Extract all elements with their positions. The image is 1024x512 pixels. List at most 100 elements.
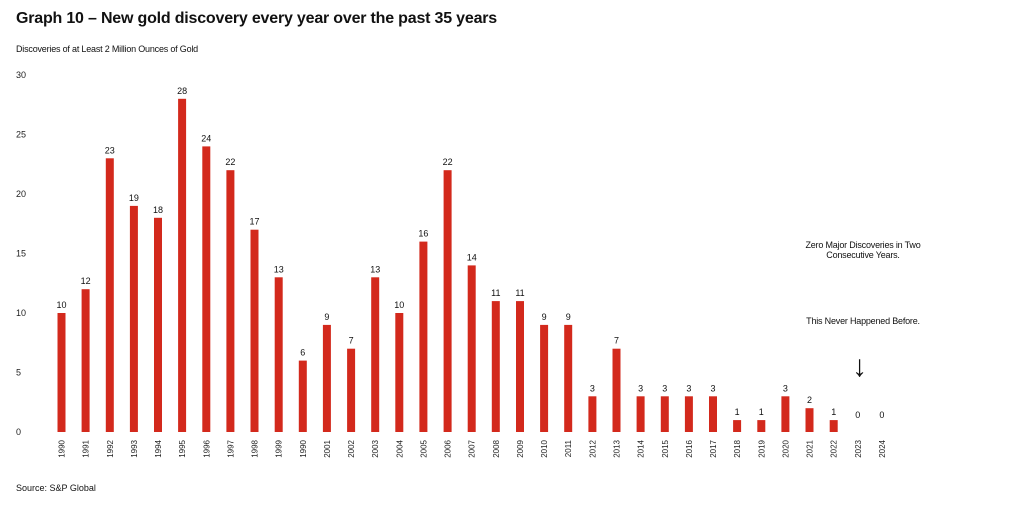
data-label: 10 [56, 300, 66, 310]
y-tick-label: 10 [16, 308, 26, 318]
y-tick-label: 5 [16, 368, 21, 378]
chart-title: Graph 10 – New gold discovery every year… [16, 10, 497, 27]
data-label: 13 [370, 264, 380, 274]
data-label: 24 [201, 133, 211, 143]
x-tick-label: 1992 [106, 439, 115, 457]
x-tick-label: 1994 [154, 439, 163, 457]
data-label: 12 [81, 276, 91, 286]
bar [757, 420, 766, 432]
x-tick-label: 2008 [492, 439, 501, 457]
data-label: 11 [515, 288, 524, 298]
source-note: Source: S&P Global [16, 483, 96, 493]
bar [516, 301, 524, 432]
bar [202, 146, 211, 432]
x-tick-label: 1991 [82, 439, 91, 457]
x-tick-label: 2022 [830, 439, 839, 457]
bar [684, 396, 693, 432]
bar [419, 241, 428, 432]
bar [298, 360, 307, 432]
y-tick-label: 0 [16, 427, 21, 437]
bar [395, 313, 404, 432]
data-label: 3 [686, 383, 691, 393]
x-tick-label: 2010 [540, 439, 549, 457]
x-tick-label: 1998 [251, 439, 260, 457]
bar [250, 229, 259, 432]
x-tick-label: 2015 [661, 439, 670, 457]
x-tick-label: 2002 [347, 439, 356, 457]
bar [829, 420, 838, 432]
x-tick-label: 1995 [178, 439, 187, 457]
bar [347, 348, 356, 432]
data-label: 1 [759, 407, 764, 417]
data-label: 3 [662, 383, 667, 393]
x-tick-label: 2006 [444, 439, 453, 457]
chart-subtitle: Discoveries of at Least 2 Million Ounces… [16, 44, 198, 54]
data-label: 9 [324, 312, 329, 322]
x-tick-label: 2014 [637, 439, 646, 457]
x-tick-label: 2003 [371, 439, 380, 457]
x-tick-label: 1997 [226, 439, 235, 457]
annotation-never-happened: This Never Happened Before. [806, 316, 920, 326]
data-label: 23 [105, 145, 115, 155]
data-label: 2 [807, 395, 812, 405]
data-label: 3 [590, 383, 595, 393]
x-tick-label: 2017 [709, 439, 718, 457]
bar [636, 396, 645, 432]
data-label: 19 [129, 193, 139, 203]
data-label: 22 [225, 157, 235, 167]
y-tick-label: 30 [16, 70, 26, 80]
annotation-zero-discoveries: Zero Major Discoveries in Two Consecutiv… [805, 240, 921, 260]
data-label: 3 [710, 383, 715, 393]
x-tick-label: 2016 [685, 439, 694, 457]
x-tick-label: 2009 [516, 439, 525, 457]
data-label: 28 [177, 86, 187, 96]
data-label: 18 [153, 205, 163, 215]
x-tick-label: 2024 [878, 439, 887, 457]
data-label: 9 [566, 312, 571, 322]
data-label: 3 [638, 383, 643, 393]
data-label: 1 [735, 407, 740, 417]
data-label: 0 [879, 410, 884, 420]
data-label: 9 [542, 312, 547, 322]
x-tick-label: 1990 [58, 439, 67, 457]
bar [588, 396, 597, 432]
bar [274, 277, 283, 432]
x-tick-label: 2013 [613, 439, 622, 457]
x-tick-label: 2001 [323, 439, 332, 457]
bar [709, 396, 717, 432]
bar [733, 420, 742, 432]
bar [660, 396, 669, 432]
x-tick-label: 2005 [419, 439, 428, 457]
x-tick-label: 2018 [733, 439, 742, 457]
bar [226, 170, 235, 432]
bar [105, 158, 114, 433]
x-tick-label: 2021 [806, 439, 815, 457]
data-label: 11 [491, 288, 500, 298]
data-label: 7 [614, 336, 619, 346]
data-label: 10 [394, 300, 404, 310]
y-tick-label: 25 [16, 130, 26, 140]
bar [322, 324, 331, 432]
bar [467, 265, 476, 432]
y-tick-label: 20 [16, 189, 26, 199]
bar [57, 313, 66, 432]
x-tick-label: 2007 [468, 439, 477, 457]
data-label: 7 [349, 336, 354, 346]
x-tick-label: 1993 [130, 439, 139, 457]
x-tick-label: 2004 [395, 439, 404, 457]
bar [154, 217, 162, 432]
bar [81, 289, 90, 432]
data-label: 22 [443, 157, 453, 167]
bar [129, 205, 138, 432]
x-tick-label: 2019 [757, 439, 766, 457]
data-label: 13 [274, 264, 284, 274]
x-tick-label: 2012 [588, 439, 597, 457]
data-label: 3 [783, 383, 788, 393]
bar [178, 98, 187, 433]
data-label: 14 [467, 252, 477, 262]
data-label: 6 [300, 348, 305, 358]
bar [612, 348, 621, 432]
bar [781, 396, 790, 432]
x-tick-label: 2011 [564, 439, 573, 457]
